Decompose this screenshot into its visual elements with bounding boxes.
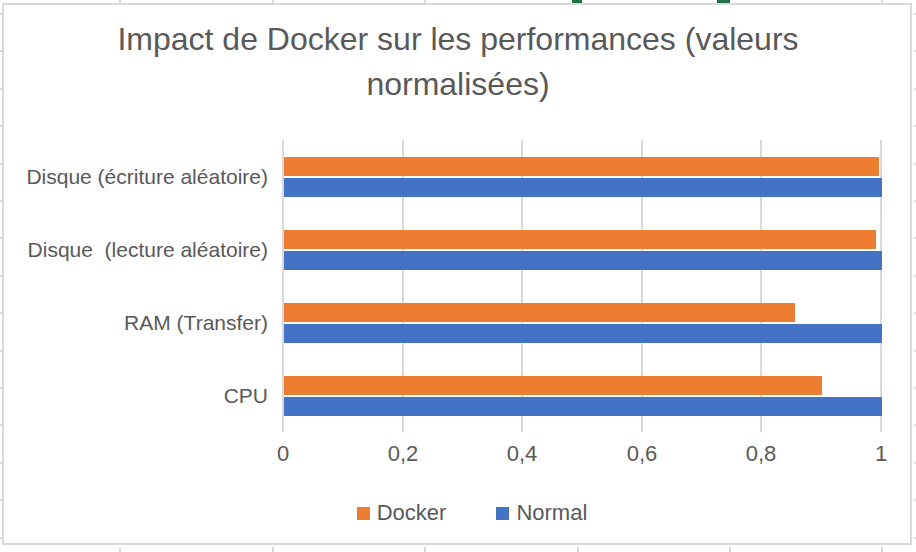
sheet-gridline-mark xyxy=(119,547,121,552)
selection-border-mark xyxy=(572,0,582,3)
selection-border-mark xyxy=(717,0,730,3)
sheet-gridline-mark xyxy=(0,462,2,464)
sheet-gridline-mark xyxy=(424,547,426,552)
normal-swatch-icon xyxy=(496,507,509,520)
sheet-gridline-mark xyxy=(577,547,579,552)
sheet-gridline-mark xyxy=(729,547,731,552)
sheet-gridline-mark xyxy=(119,0,121,3)
legend: Docker Normal xyxy=(14,501,916,525)
sheet-gridline-mark xyxy=(0,387,2,389)
sheet-gridline-mark xyxy=(0,537,2,539)
sheet-gridline-mark xyxy=(0,88,2,90)
legend-label-docker: Docker xyxy=(377,501,447,525)
sheet-gridline-mark xyxy=(0,312,2,314)
docker-swatch-icon xyxy=(357,507,370,520)
sheet-gridline-mark xyxy=(0,350,2,352)
sheet-gridline-mark xyxy=(272,547,274,552)
legend-item-docker[interactable]: Docker xyxy=(357,501,447,525)
sheet-gridline-mark xyxy=(0,125,2,127)
sheet-gridline-mark xyxy=(0,200,2,202)
sheet-gridline-mark xyxy=(272,0,274,3)
sheet-gridline-mark xyxy=(0,50,2,52)
chart-title[interactable]: Impact de Docker sur les performances (v… xyxy=(0,17,916,107)
chart-title-text: Impact de Docker sur les performances (v… xyxy=(103,17,813,107)
legend-label-normal: Normal xyxy=(516,501,587,525)
legend-item-normal[interactable]: Normal xyxy=(496,501,587,525)
sheet-gridline-mark xyxy=(881,0,883,3)
spreadsheet-canvas: Impact de Docker sur les performances (v… xyxy=(0,0,916,552)
sheet-gridline-mark xyxy=(0,275,2,277)
sheet-gridline-mark xyxy=(881,547,883,552)
sheet-gridline-mark xyxy=(0,13,2,15)
sheet-gridline-mark xyxy=(0,163,2,165)
sheet-gridline-mark xyxy=(0,424,2,426)
sheet-gridline-mark xyxy=(424,0,426,3)
sheet-gridline-mark xyxy=(0,237,2,239)
sheet-gridline-mark xyxy=(0,499,2,501)
